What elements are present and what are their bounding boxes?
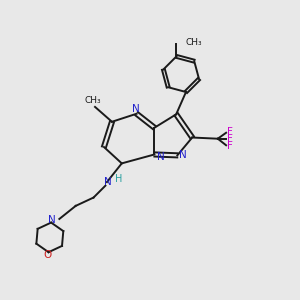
Text: CH₃: CH₃ xyxy=(84,97,101,106)
Text: H: H xyxy=(115,173,123,184)
Text: CH₃: CH₃ xyxy=(185,38,202,47)
Text: N: N xyxy=(157,152,165,162)
Text: O: O xyxy=(44,250,52,260)
Text: F: F xyxy=(227,127,233,137)
Text: F: F xyxy=(227,134,233,144)
Text: N: N xyxy=(179,150,187,160)
Text: N: N xyxy=(104,176,112,187)
Text: F: F xyxy=(227,141,233,152)
Text: N: N xyxy=(132,104,140,114)
Text: N: N xyxy=(48,215,56,225)
